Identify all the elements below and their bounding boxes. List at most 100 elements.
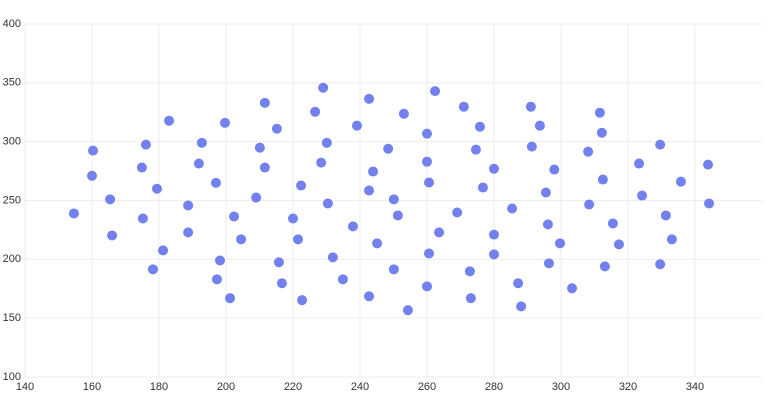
- point: [540, 187, 551, 198]
- point: [392, 210, 403, 221]
- point: [424, 248, 435, 259]
- point: [554, 238, 565, 249]
- point: [666, 234, 677, 245]
- y-tick-label: 250: [3, 194, 21, 206]
- point: [549, 164, 560, 175]
- point: [597, 174, 608, 185]
- point: [105, 194, 116, 205]
- point: [136, 162, 147, 173]
- point: [507, 203, 518, 214]
- point: [158, 245, 169, 256]
- point: [465, 293, 476, 304]
- point: [276, 278, 287, 289]
- x-tick-label: 260: [418, 381, 436, 393]
- point: [489, 229, 499, 240]
- point: [599, 261, 610, 272]
- point: [351, 120, 362, 131]
- point: [525, 101, 536, 112]
- point: [251, 192, 262, 203]
- point: [704, 198, 715, 209]
- point: [147, 264, 158, 275]
- point: [364, 93, 375, 104]
- point: [703, 159, 714, 170]
- point: [288, 213, 298, 224]
- point: [337, 274, 348, 285]
- point: [68, 208, 79, 219]
- point: [254, 142, 265, 153]
- point: [388, 194, 399, 205]
- point: [516, 301, 527, 312]
- point: [458, 101, 469, 112]
- point: [327, 252, 338, 263]
- point: [383, 143, 394, 154]
- point: [219, 117, 230, 128]
- point: [675, 176, 686, 187]
- point: [183, 200, 194, 211]
- point: [489, 163, 499, 174]
- x-tick-label: 180: [150, 381, 168, 393]
- point: [372, 238, 383, 249]
- point: [567, 283, 578, 294]
- y-tick-label: 200: [3, 253, 21, 265]
- point: [87, 170, 97, 181]
- point: [655, 259, 666, 270]
- y-tick-label: 100: [3, 371, 21, 383]
- point: [607, 218, 618, 229]
- point: [316, 157, 327, 168]
- point: [210, 177, 221, 188]
- point: [388, 264, 399, 275]
- y-tick-label: 150: [3, 312, 21, 324]
- point: [322, 198, 333, 209]
- x-tick-label: 320: [619, 381, 637, 393]
- x-tick-label: 160: [83, 381, 101, 393]
- point: [513, 278, 524, 289]
- point: [474, 121, 485, 132]
- point: [655, 139, 666, 150]
- point: [364, 291, 375, 302]
- point: [368, 166, 379, 177]
- point: [430, 86, 441, 97]
- x-tick-label: 280: [485, 381, 503, 393]
- point: [464, 266, 475, 277]
- point: [88, 145, 99, 156]
- point: [296, 180, 307, 191]
- point: [434, 227, 445, 238]
- point: [634, 158, 645, 169]
- point: [297, 295, 308, 306]
- point: [273, 257, 284, 268]
- point: [583, 146, 594, 157]
- point: [526, 141, 537, 152]
- point: [107, 230, 118, 241]
- point: [214, 255, 225, 266]
- point: [196, 137, 207, 148]
- point: [477, 182, 488, 193]
- point: [660, 210, 671, 221]
- point: [452, 207, 463, 218]
- point: [164, 115, 175, 126]
- point: [470, 144, 481, 155]
- x-tick-label: 240: [351, 381, 369, 393]
- point: [151, 183, 162, 194]
- point: [364, 185, 375, 196]
- point: [321, 137, 332, 148]
- point: [193, 158, 204, 169]
- x-tick-label: 200: [217, 381, 235, 393]
- point: [542, 219, 553, 230]
- x-tick-label: 220: [284, 381, 302, 393]
- y-tick-label: 350: [3, 77, 21, 89]
- point: [347, 221, 358, 232]
- point: [259, 162, 270, 173]
- point: [402, 305, 413, 316]
- point: [137, 213, 148, 224]
- point: [259, 97, 270, 108]
- point: [613, 239, 624, 250]
- point: [637, 190, 648, 201]
- point: [596, 127, 607, 138]
- point: [424, 177, 435, 188]
- y-tick-label: 400: [3, 18, 21, 30]
- point: [211, 274, 222, 285]
- point: [236, 234, 247, 245]
- point: [534, 120, 545, 131]
- point: [584, 199, 595, 210]
